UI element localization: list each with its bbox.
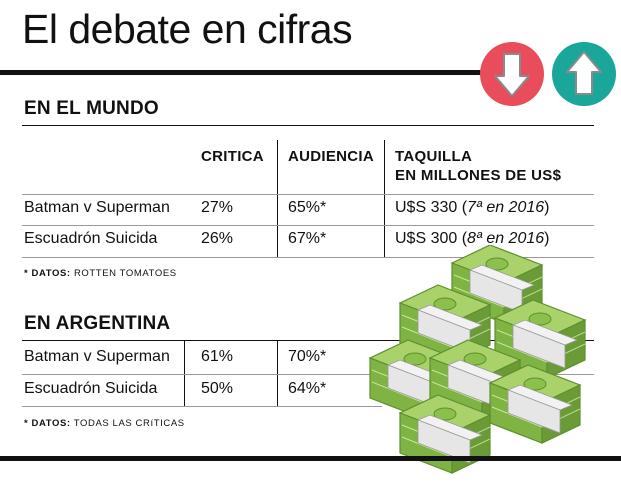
section-rule [22,340,594,341]
column-header-taquilla: TAQUILLA [395,148,473,165]
audiencia-value: 65%* [288,199,327,216]
section-heading-mundo: EN EL MUNDO [24,98,159,119]
section-heading-argentina: EN ARGENTINA [24,313,171,334]
audiencia-value: 67%* [288,230,327,247]
column-divider [277,340,278,406]
row-divider [22,374,594,375]
film-name: Escuadrón Suicida [24,380,158,397]
row-divider [22,257,594,258]
source-note: * DATOS: TODAS LAS CRíTICAS [24,418,185,429]
critica-value: 26% [201,230,234,247]
column-header-audiencia: AUDIENCIA [288,148,375,165]
ranking-note: 7ª en 2016 [467,199,545,216]
film-name: Escuadrón Suicida [24,230,158,247]
money-stacks-illustration [369,245,586,474]
footer-rule [0,456,621,461]
taquilla-value: U$S 330 (7ª en 2016) [395,199,550,216]
film-name: Batman v Superman [24,348,170,365]
film-name: Batman v Superman [24,199,170,216]
column-header-critica: CRITICA [201,148,264,165]
row-divider [22,225,594,226]
down-arrow-icon [480,42,544,106]
audiencia-value: 64%* [288,380,327,397]
column-divider [384,140,385,258]
audiencia-value: 70%* [288,348,327,365]
ranking-note: 8ª en 2016 [467,230,545,247]
row-divider [22,406,382,407]
row-divider [22,194,594,195]
page-title: El debate en cifras [22,6,353,52]
taquilla-value: U$S 300 (8ª en 2016) [395,230,550,247]
title-rule [0,70,490,75]
column-divider [184,340,185,406]
critica-value: 27% [201,199,234,216]
up-arrow-icon [552,42,616,106]
critica-value: 61% [201,348,234,365]
critica-value: 50% [201,380,234,397]
section-rule [22,125,594,126]
column-header-taquilla-sub: EN MILLONES DE US$ [395,167,562,184]
source-note: * DATOS: ROTTEN TOMATOES [24,268,177,279]
column-divider [277,140,278,258]
